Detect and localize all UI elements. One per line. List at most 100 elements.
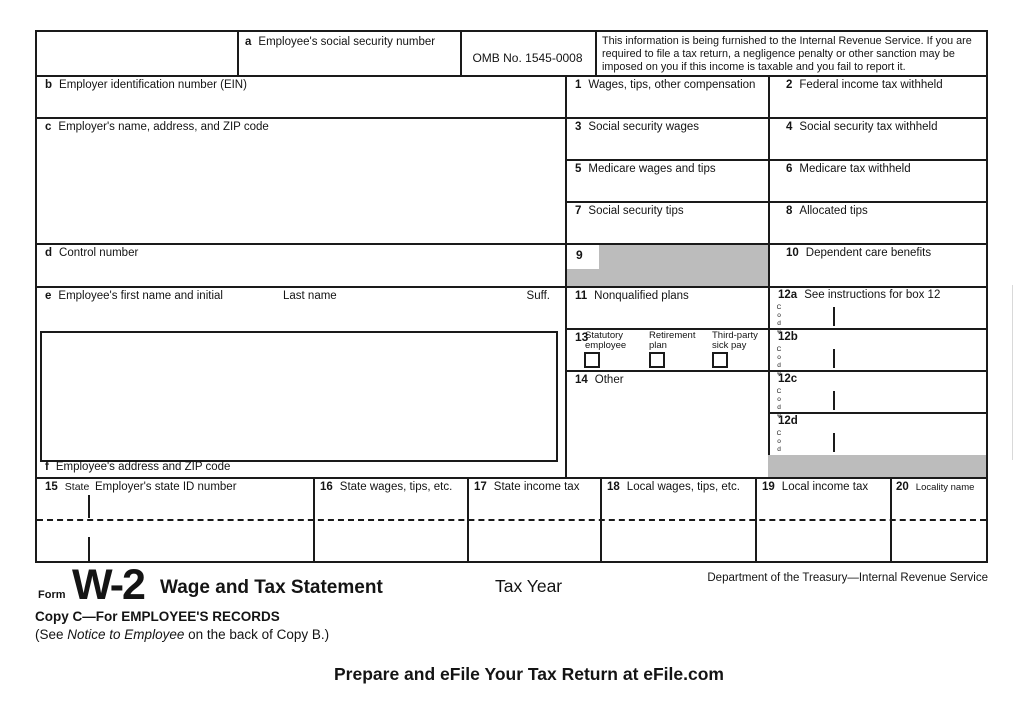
box-2-cell[interactable]: 2 Federal income tax withheld [768, 75, 986, 117]
grid-line [755, 477, 757, 561]
retirement-plan-checkbox[interactable] [649, 352, 665, 368]
box-19-label: Local income tax [781, 481, 869, 493]
box-17-label: State income tax [493, 481, 580, 493]
code-divider-line [833, 349, 835, 368]
box-c-cell[interactable]: c Employer's name, address, and ZIP code [37, 117, 565, 243]
box-12b-code-label: Code [775, 346, 783, 378]
scan-artifact-line [1012, 285, 1013, 460]
box-3-label: Social security wages [588, 121, 699, 133]
box-20-cell-row2[interactable] [890, 519, 986, 561]
box-18-id: 18 [607, 481, 620, 493]
box-e-id: e [45, 290, 52, 302]
box-12d-cell[interactable]: 12d Code [768, 412, 986, 462]
box-f-label: Employee's address and ZIP code [55, 461, 231, 473]
grid-line [565, 370, 986, 372]
box-c-label: Employer's name, address, and ZIP code [58, 121, 269, 133]
box-15-state-label: State [64, 481, 90, 493]
grid-line [460, 32, 462, 75]
box-16-cell-row2[interactable] [313, 519, 467, 561]
box-18-cell-row2[interactable] [600, 519, 755, 561]
retirement-plan-label: Retirement plan [649, 330, 696, 352]
box-b-label: Employer identification number (EIN) [59, 79, 247, 91]
w2-form: a Employee's social security number OMB N… [35, 30, 988, 563]
third-party-sick-pay-checkbox[interactable] [712, 352, 728, 368]
box-a-id: a [245, 36, 252, 48]
box-20-id: 20 [896, 481, 909, 493]
box-18-label: Local wages, tips, etc. [626, 481, 740, 493]
box-1-label: Wages, tips, other compensation [588, 79, 756, 91]
box-16-cell[interactable]: 16 State wages, tips, etc. [313, 477, 467, 519]
box-6-label: Medicare tax withheld [799, 163, 911, 175]
grid-line [595, 32, 597, 75]
box-e-suffix-label: Suff. [526, 290, 550, 302]
see-notice-italic: Notice to Employee [67, 627, 185, 642]
box-17-cell-row2[interactable] [467, 519, 600, 561]
grid-line [565, 201, 986, 203]
irs-notice-text: This information is being furnished to t… [602, 35, 972, 74]
box-14-label: Other [594, 374, 624, 386]
box-a-cell[interactable]: a Employee's social security number [237, 32, 460, 75]
box-11-label: Nonqualified plans [594, 290, 689, 302]
box-2-label: Federal income tax withheld [799, 79, 943, 91]
box-18-cell[interactable]: 18 Local wages, tips, etc. [600, 477, 755, 519]
copy-c-line: Copy C—For EMPLOYEE'S RECORDS [35, 609, 280, 624]
box-e-cell[interactable]: e Employee's first name and initial Last … [37, 286, 565, 331]
box-20-cell[interactable]: 20 Locality name [890, 477, 986, 519]
box-15-cell[interactable]: 15 State Employer's state ID number [37, 477, 313, 519]
code-divider-line [833, 433, 835, 452]
box-5-cell[interactable]: 5 Medicare wages and tips [565, 159, 768, 201]
grid-line [237, 32, 239, 75]
code-divider-line [833, 307, 835, 326]
box-1-id: 1 [575, 79, 582, 91]
box-14-cell[interactable]: 14 Other [565, 370, 768, 477]
box-1-cell[interactable]: 1 Wages, tips, other compensation [565, 75, 768, 117]
statutory-employee-checkbox[interactable] [584, 352, 600, 368]
box-11-cell[interactable]: 11 Nonqualified plans [565, 286, 768, 328]
statutory-employee-label: Statutory employee [585, 330, 627, 352]
box-12b-id: 12b [778, 331, 798, 343]
box-13-cell: 13 Statutory employee Retirement plan Th… [565, 328, 768, 370]
grid-line [565, 159, 986, 161]
box-17-cell[interactable]: 17 State income tax [467, 477, 600, 519]
box-12c-cell[interactable]: 12c Code [768, 370, 986, 420]
box-3-cell[interactable]: 3 Social security wages [565, 117, 768, 159]
box-14-id: 14 [575, 374, 588, 386]
third-party-sick-pay-label: Third-party sick pay [712, 330, 758, 352]
box-9-cell: 9 [567, 245, 768, 286]
box-10-cell[interactable]: 10 Dependent care benefits [768, 243, 986, 286]
omb-number-cell: OMB No. 1545-0008 [460, 32, 595, 75]
omb-number: OMB No. 1545-0008 [472, 51, 583, 65]
box-15-state-id-label: Employer's state ID number [95, 481, 237, 493]
box-12-shaded-bar [768, 455, 986, 477]
box-12b-cell[interactable]: 12b Code [768, 328, 986, 378]
box-5-label: Medicare wages and tips [588, 163, 716, 175]
box-7-cell[interactable]: 7 Social security tips [565, 201, 768, 243]
box-d-cell[interactable]: d Control number [37, 243, 565, 286]
box-16-id: 16 [320, 481, 333, 493]
box-10-label: Dependent care benefits [805, 247, 932, 259]
form-title: Wage and Tax Statement [160, 577, 383, 598]
box-19-cell-row2[interactable] [755, 519, 890, 561]
box-15-cell-row2[interactable] [37, 519, 313, 561]
box-8-cell[interactable]: 8 Allocated tips [768, 201, 986, 243]
box-6-cell[interactable]: 6 Medicare tax withheld [768, 159, 986, 201]
box-b-cell[interactable]: b Employer identification number (EIN) [37, 75, 565, 117]
box-5-id: 5 [575, 163, 582, 175]
grid-line [37, 286, 986, 288]
grid-line [565, 75, 567, 477]
grid-line [768, 75, 770, 477]
box-4-cell[interactable]: 4 Social security tax withheld [768, 117, 986, 159]
box-4-label: Social security tax withheld [799, 121, 938, 133]
box-12a-id: 12a [778, 289, 798, 301]
grid-line [565, 328, 986, 330]
box-f-cell[interactable]: f Employee's address and ZIP code [37, 457, 565, 477]
box-12a-cell[interactable]: 12a See instructions for box 12 Code [768, 286, 986, 336]
box-d-label: Control number [59, 247, 139, 259]
box-19-cell[interactable]: 19 Local income tax [755, 477, 890, 519]
box-8-label: Allocated tips [799, 205, 868, 217]
employee-name-address-box[interactable] [40, 331, 558, 462]
grid-line [37, 117, 986, 119]
grid-line [37, 243, 986, 245]
box-11-id: 11 [575, 290, 588, 302]
box-19-id: 19 [762, 481, 775, 493]
